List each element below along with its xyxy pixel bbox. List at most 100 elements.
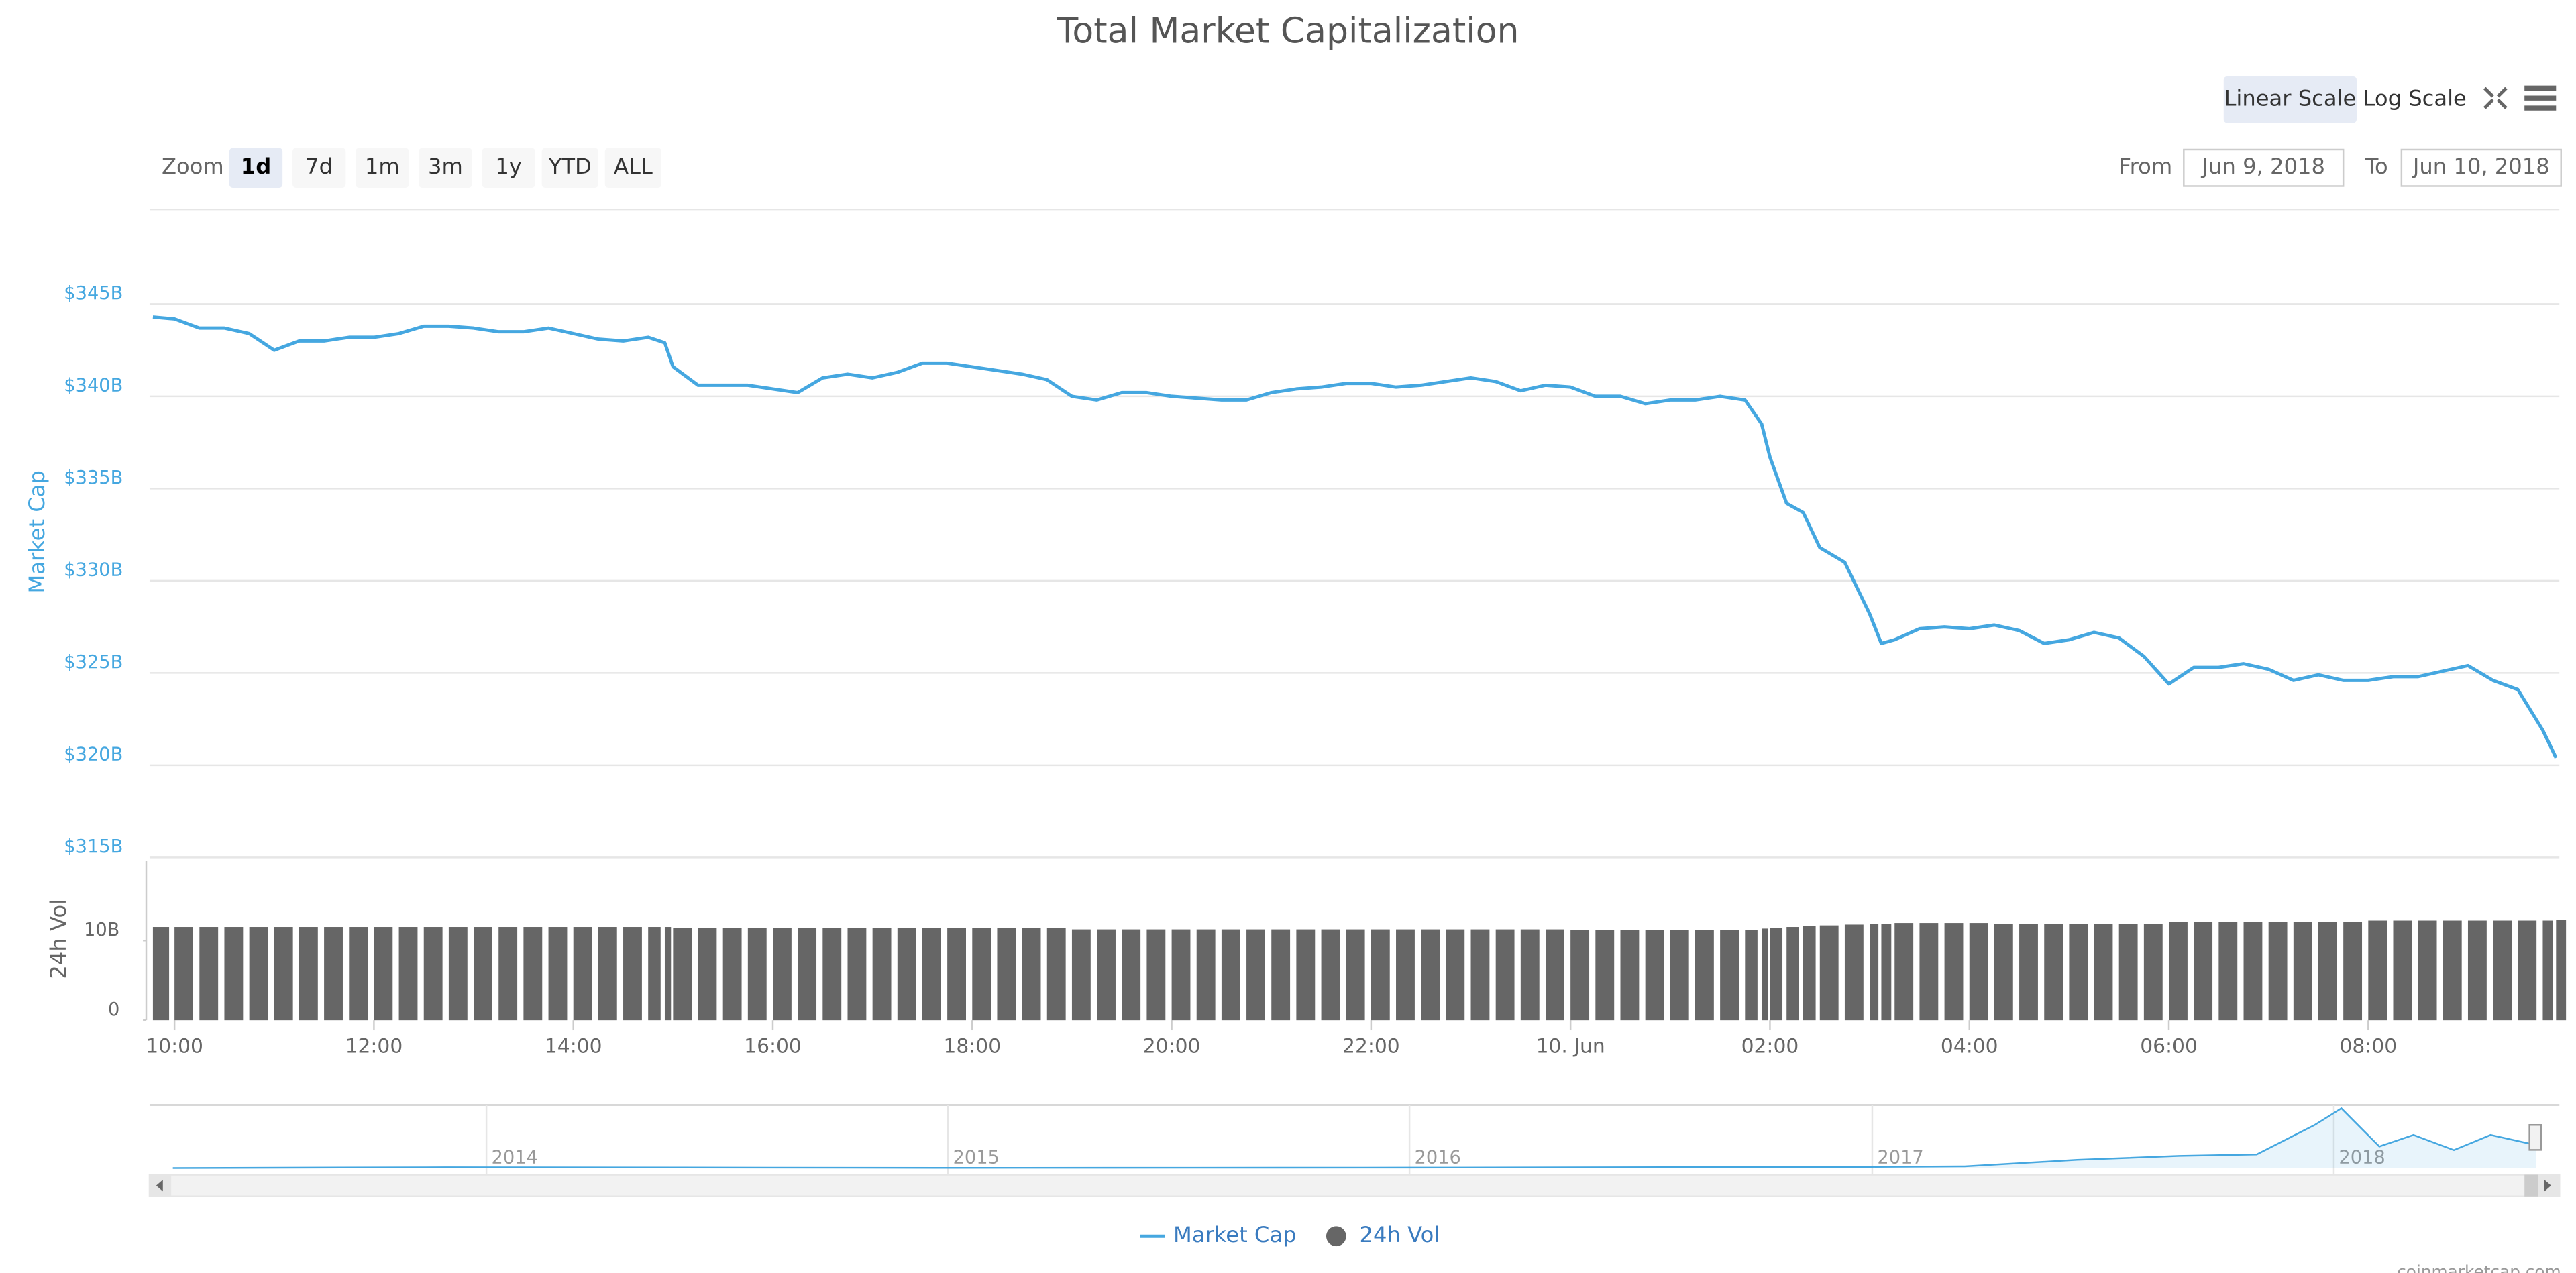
volume-bar (598, 927, 617, 1021)
scale-button[interactable] (2359, 76, 2470, 123)
volume-bar (174, 927, 193, 1021)
x-tick-label: 06:00 (2140, 1034, 2198, 1058)
volume-bar (1421, 929, 1440, 1021)
chart-title: Total Market Capitalization (1056, 11, 1519, 52)
navigator[interactable] (149, 1105, 2560, 1175)
volume-bar (349, 927, 368, 1021)
navigator-tick-label: 2017 (1877, 1147, 1923, 1168)
y-tick-label: $345B (64, 283, 123, 304)
to-value: Jun 10, 2018 (2412, 154, 2550, 179)
volume-bar (1819, 925, 1839, 1021)
legend-item[interactable]: 24h Vol (1326, 1222, 1440, 1248)
volume-bar (474, 927, 492, 1021)
volume-bar (2044, 924, 2063, 1021)
volume-bar (1969, 923, 1988, 1021)
zoom-button-label: 3m (428, 154, 463, 179)
zoom-button-label: 1m (365, 154, 400, 179)
y2-tick-label: 0 (108, 999, 119, 1020)
to-label: To (2365, 154, 2388, 179)
x-tick-label: 16:00 (744, 1034, 802, 1058)
volume-bar (1470, 929, 1490, 1021)
volume-bar (1881, 924, 1892, 1021)
y-tick-label: $340B (64, 376, 123, 396)
zoom-button-label: 1y (495, 154, 522, 179)
zoom-button[interactable] (541, 148, 598, 188)
volume-bar (1844, 924, 1864, 1021)
from-input[interactable] (2183, 148, 2345, 187)
navigator-tick-label: 2018 (2339, 1147, 2385, 1168)
zoom-button-label: 1d (241, 154, 271, 179)
volume-bar (1246, 929, 1265, 1021)
volume-bar (1994, 924, 2013, 1021)
credits[interactable]: coinmarketcap.com (2397, 1262, 2561, 1273)
volume-bar (1371, 929, 1390, 1021)
volume-bar (2069, 924, 2088, 1021)
volume-bar (2518, 920, 2537, 1021)
volume-bar (249, 927, 268, 1021)
navigator-tick-label: 2014 (492, 1147, 538, 1168)
volume-bar (1022, 928, 1041, 1021)
volume-bar (1595, 930, 1615, 1021)
volume-bar (2194, 922, 2213, 1021)
volume-bar (498, 927, 518, 1021)
x-tick-label: 14:00 (545, 1034, 602, 1058)
x-tick-label: 04:00 (1941, 1034, 1998, 1058)
volume-bar (773, 928, 792, 1021)
volume-bar (822, 928, 842, 1021)
scale-button[interactable] (2223, 76, 2357, 123)
volume-bar (1670, 930, 1689, 1021)
fullscreen-icon[interactable] (2483, 87, 2508, 109)
volume-bar (523, 927, 543, 1021)
y2-axis-title: 24h Vol (46, 899, 71, 979)
navigator-handle[interactable] (2528, 1123, 2542, 1151)
zoom-button[interactable] (229, 148, 283, 188)
y-tick-label: $320B (64, 744, 123, 765)
scrollbar-left-arrow (156, 1179, 163, 1192)
volume-bar (398, 927, 418, 1021)
volume-bar (573, 927, 592, 1021)
volume-bar (648, 927, 661, 1021)
volume-bar (2318, 922, 2337, 1021)
volume-bar (2467, 920, 2487, 1021)
volume-bar (548, 927, 568, 1021)
zoom-button[interactable] (292, 148, 346, 188)
volume-bar (1570, 930, 1590, 1021)
zoom-button[interactable] (419, 148, 472, 188)
volume-bar (299, 927, 318, 1021)
x-tick-label: 10:00 (146, 1034, 203, 1058)
x-tick-label: 12:00 (345, 1034, 403, 1058)
x-tick-label: 08:00 (2339, 1034, 2397, 1058)
menu-icon[interactable] (2524, 85, 2557, 111)
volume-bar (623, 927, 642, 1021)
volume-bar (1786, 927, 1799, 1021)
volume-bar (798, 928, 817, 1021)
y-tick-label: $330B (64, 560, 123, 581)
zoom-button[interactable] (604, 148, 662, 188)
volume-bar (722, 928, 742, 1021)
scrollbar-thumb[interactable] (2524, 1174, 2538, 1197)
volume-bar (1695, 930, 1714, 1021)
volume-bar (1221, 929, 1240, 1021)
zoom-button[interactable] (482, 148, 535, 188)
volume-bar (2143, 924, 2163, 1021)
volume-bar (664, 927, 672, 1021)
volume-bar (448, 927, 468, 1021)
x-tick-label: 02:00 (1741, 1034, 1799, 1058)
volume-bar (1146, 929, 1166, 1021)
volume-bar (1321, 929, 1340, 1021)
navigator-area (172, 1108, 2536, 1168)
legend-label: 24h Vol (1360, 1222, 1440, 1248)
legend-item[interactable]: Market Cap (1140, 1222, 1297, 1248)
volume-bar (747, 928, 767, 1021)
x-tick-label: 22:00 (1342, 1034, 1400, 1058)
volume-bar (2542, 920, 2553, 1021)
zoom-button[interactable] (356, 148, 409, 188)
volume-bar (1071, 929, 1091, 1021)
legend-symbol (1326, 1226, 1346, 1247)
volume-bar (1720, 930, 1739, 1021)
scrollbar-track[interactable] (148, 1174, 2561, 1198)
volume-bar (1196, 929, 1216, 1021)
volume-bar (2268, 922, 2288, 1021)
y-tick-label: $325B (64, 652, 123, 673)
to-input[interactable] (2400, 148, 2562, 187)
